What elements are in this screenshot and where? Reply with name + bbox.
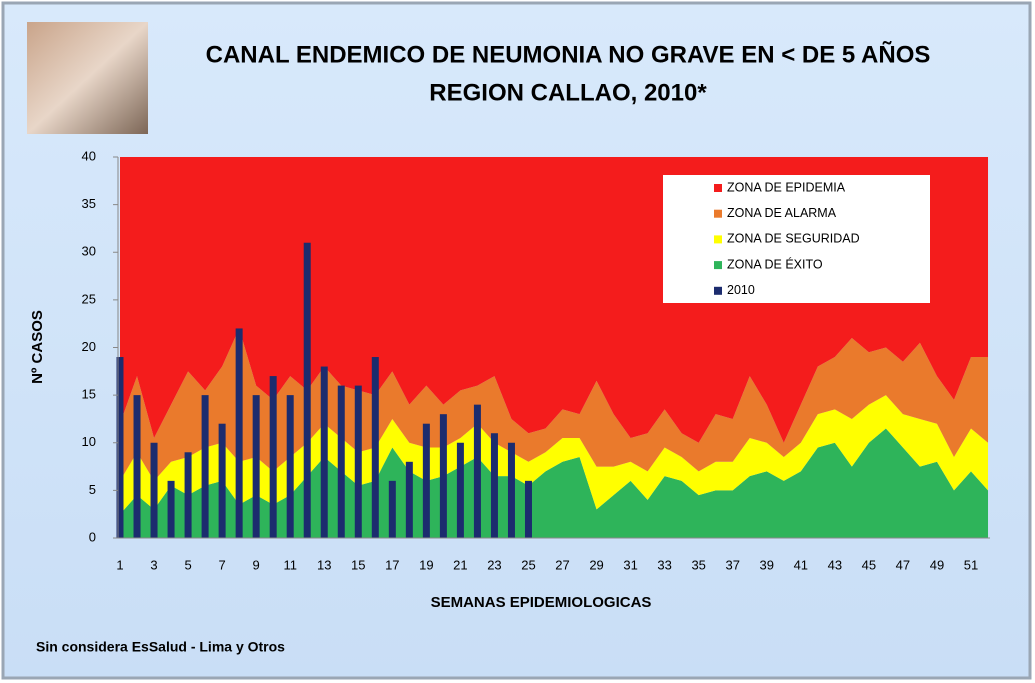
bar <box>439 414 447 538</box>
x-tick-label: 1 <box>116 557 123 572</box>
bar <box>150 442 158 538</box>
bar <box>507 442 515 538</box>
x-tick-label: 37 <box>725 557 739 572</box>
legend-label: ZONA DE ÉXITO <box>727 256 823 271</box>
legend-swatch <box>714 209 722 218</box>
bar <box>167 480 175 538</box>
area <box>120 328 989 481</box>
y-tick-label: 0 <box>89 529 96 544</box>
x-tick-label: 3 <box>150 557 157 572</box>
bar <box>490 433 498 538</box>
x-tick-label: 43 <box>828 557 842 572</box>
x-tick-label: 13 <box>317 557 331 572</box>
bar <box>269 376 277 538</box>
legend-label: ZONA DE ALARMA <box>727 206 837 220</box>
y-tick-label: 40 <box>82 148 96 163</box>
x-tick-label: 17 <box>385 557 399 572</box>
x-tick-label: 29 <box>589 557 603 572</box>
y-tick-label: 30 <box>82 244 96 259</box>
x-tick-label: 27 <box>555 557 569 572</box>
legend-swatch <box>714 235 722 244</box>
x-tick-label: 51 <box>964 557 978 572</box>
chart-title: CANAL ENDEMICO DE NEUMONIA NO GRAVE EN <… <box>206 40 931 68</box>
chart-title: REGION CALLAO, 2010* <box>429 79 707 106</box>
x-tick-label: 47 <box>896 557 910 572</box>
x-tick-label: 35 <box>691 557 705 572</box>
bar <box>133 395 141 538</box>
y-tick-label: 10 <box>82 434 96 449</box>
x-tick-label: 15 <box>351 557 365 572</box>
legend: ZONA DE EPIDEMIA ZONA DE ALARMA ZONA DE SE… <box>663 175 930 303</box>
x-tick-label: 11 <box>283 557 297 572</box>
x-tick-label: 21 <box>453 557 467 572</box>
y-tick-label: 20 <box>82 339 96 354</box>
bar <box>405 461 413 538</box>
x-tick-label: 25 <box>521 557 535 572</box>
bar <box>235 328 243 538</box>
legend-swatch <box>714 286 722 295</box>
bar <box>473 404 481 538</box>
bar <box>201 395 209 538</box>
bar <box>371 357 379 538</box>
x-tick-label: 33 <box>657 557 671 572</box>
bar <box>337 385 345 538</box>
x-tick-label: 19 <box>419 557 433 572</box>
bar <box>456 442 464 538</box>
x-tick-label: 31 <box>623 557 637 572</box>
y-tick-label: 35 <box>82 196 96 211</box>
bar <box>422 423 430 538</box>
bar <box>184 452 192 538</box>
legend-swatch <box>714 261 722 270</box>
bar <box>218 423 226 538</box>
bar <box>354 385 362 538</box>
y-tick-label: 5 <box>89 482 96 497</box>
x-tick-label: 39 <box>760 557 774 572</box>
photo <box>27 22 148 134</box>
x-tick-label: 41 <box>794 557 808 572</box>
y-tick-label: 25 <box>82 291 96 306</box>
footnote: Sin considera EsSalud - Lima y Otros <box>36 639 285 655</box>
bar <box>116 357 124 538</box>
legend-box <box>663 175 930 303</box>
x-axis-title: SEMANAS EPIDEMIOLOGICAS <box>431 594 652 611</box>
y-axis-title: Nº CASOS <box>29 310 46 384</box>
bar <box>320 366 328 538</box>
area <box>120 428 989 538</box>
legend-label: ZONA DE SEGURIDAD <box>727 232 860 246</box>
legend-label: ZONA DE EPIDEMIA <box>727 180 846 194</box>
bar <box>286 395 294 538</box>
legend-swatch <box>714 184 722 192</box>
x-tick-label: 45 <box>862 557 876 572</box>
bar <box>303 242 311 538</box>
x-tick-label: 7 <box>219 557 226 572</box>
x-tick-label: 9 <box>253 557 260 572</box>
bar <box>524 480 532 538</box>
y-tick-label: 15 <box>82 387 96 402</box>
x-tick-label: 23 <box>487 557 501 572</box>
x-tick-label: 5 <box>184 557 191 572</box>
bar <box>252 395 260 538</box>
area <box>120 395 989 515</box>
legend-label: 2010 <box>727 283 755 297</box>
bar <box>388 480 396 538</box>
x-tick-label: 49 <box>930 557 944 572</box>
